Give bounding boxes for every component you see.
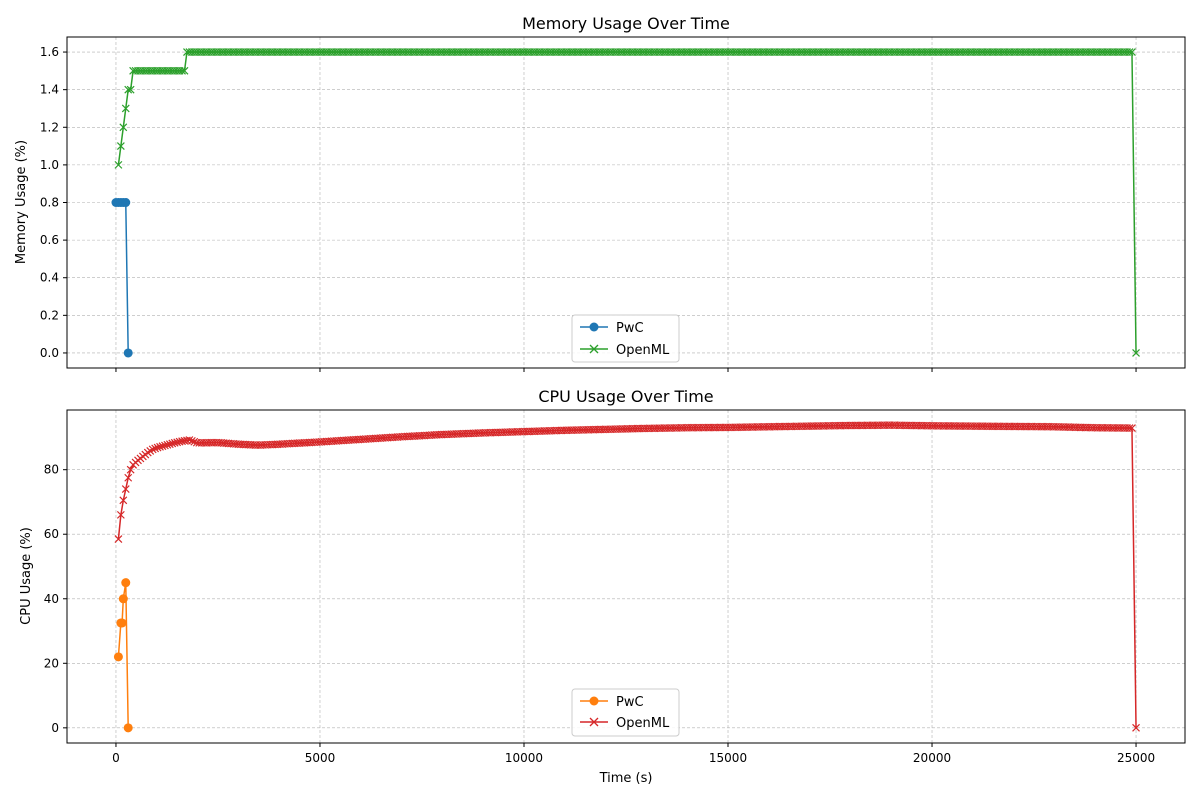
memory-y-tick-label: 1.4 <box>40 83 59 97</box>
cpu-y-tick-label: 20 <box>44 656 59 670</box>
cpu-openml-point <box>1132 723 1140 732</box>
cpu-openml-point <box>161 441 169 450</box>
cpu-openml-point <box>1125 424 1134 432</box>
memory-y-tick-label: 1.2 <box>40 120 59 134</box>
cpu-openml-point <box>163 440 172 449</box>
cpu-x-tick-label: 20000 <box>913 751 951 765</box>
cpu-y-tick-label: 0 <box>51 721 59 735</box>
cpu-y-tick-label: 40 <box>44 592 59 606</box>
cpu-x-ticks: 0 5000 10000 15000 20000 25000 <box>112 743 1155 765</box>
memory-openml-point <box>178 66 186 75</box>
cpu-openml-point <box>148 445 157 454</box>
memory-y-tick-label: 1.0 <box>40 158 59 172</box>
cpu-openml-point <box>116 510 125 519</box>
memory-openml-point <box>114 160 123 169</box>
memory-legend-marker-openml <box>589 344 599 354</box>
memory-series-layer <box>111 48 1140 358</box>
cpu-axes-frame <box>66 409 1186 744</box>
memory-openml-point <box>180 66 189 75</box>
memory-y-tick-label: 0.8 <box>40 196 59 210</box>
cpu-openml-point <box>173 438 182 447</box>
cpu-x-tick-label: 0 <box>112 751 120 765</box>
memory-legend: PwC OpenML <box>571 314 680 363</box>
cpu-y-tick-label: 80 <box>44 463 59 477</box>
cpu-openml-point <box>1128 424 1136 432</box>
cpu-openml-point <box>151 444 160 453</box>
cpu-legend: PwC OpenML <box>571 688 680 737</box>
memory-pwc-point <box>121 198 131 207</box>
memory-panel: Memory Usage Over Time 0.0 0.2 0.4 0.6 0.8 1.… <box>14 14 1186 372</box>
memory-legend-label-openml: OpenML <box>616 343 670 358</box>
cpu-pwc-point <box>113 652 123 662</box>
memory-openml-point <box>1132 349 1140 357</box>
memory-openml-point <box>1128 48 1136 56</box>
cpu-x-tick-label: 5000 <box>305 751 336 765</box>
memory-y-tick-label: 0.4 <box>40 271 59 285</box>
memory-y-axis-label: Memory Usage (%) <box>14 140 29 264</box>
cpu-x-axis-label: Time (s) <box>599 771 653 786</box>
cpu-openml-point <box>124 473 133 482</box>
memory-openml-point <box>126 85 135 94</box>
cpu-pwc-point <box>123 723 133 733</box>
memory-y-tick-label: 0.2 <box>40 308 59 322</box>
memory-y-tick-label: 1.6 <box>40 45 59 59</box>
cpu-x-tick-label: 10000 <box>505 751 543 765</box>
cpu-pwc-line <box>117 581 129 728</box>
cpu-panel: CPU Usage Over Time 0 5000 10000 15000 20000… <box>19 387 1186 786</box>
memory-openml-point <box>124 85 133 94</box>
cpu-openml-point <box>153 443 162 452</box>
cpu-y-tick-label: 60 <box>44 527 59 541</box>
cpu-openml-point <box>170 438 179 447</box>
cpu-legend-label-openml: OpenML <box>616 716 670 731</box>
memory-openml-point <box>1125 48 1134 56</box>
memory-y-tick-label: 0.6 <box>40 233 59 247</box>
cpu-pwc-point <box>118 594 128 604</box>
cpu-y-ticks: 0 20 40 60 80 <box>44 463 67 735</box>
cpu-openml-point <box>158 442 167 451</box>
cpu-pwc-point <box>121 578 131 588</box>
cpu-y-axis-label: CPU Usage (%) <box>19 527 34 625</box>
memory-title: Memory Usage Over Time <box>522 14 730 33</box>
cpu-openml-point <box>168 439 177 448</box>
memory-y-ticks: 0.0 0.2 0.4 0.6 0.8 1.0 1.2 1.4 1.6 <box>40 45 67 360</box>
cpu-legend-marker-pwc <box>589 696 599 706</box>
cpu-pwc-point <box>117 618 127 628</box>
memory-legend-marker-pwc <box>589 322 599 332</box>
cpu-gridlines <box>67 410 1185 743</box>
cpu-openml-point <box>185 436 194 444</box>
cpu-openml-point <box>187 436 196 445</box>
cpu-openml-point <box>114 535 123 543</box>
cpu-legend-marker-openml <box>589 717 599 727</box>
cpu-openml-point <box>119 496 128 505</box>
cpu-x-tick-label: 15000 <box>709 751 747 765</box>
cpu-legend-label-pwc: PwC <box>616 695 644 710</box>
memory-legend-label-pwc: PwC <box>616 321 644 336</box>
cpu-title: CPU Usage Over Time <box>538 387 713 406</box>
memory-y-tick-label: 0.0 <box>40 346 59 360</box>
memory-pwc-point <box>123 348 133 358</box>
cpu-series-layer <box>113 421 1140 733</box>
cpu-openml-point <box>190 437 199 446</box>
cpu-openml-point <box>126 465 135 474</box>
memory-openml-point <box>119 123 128 132</box>
memory-openml-point <box>116 142 125 151</box>
memory-openml-point <box>121 104 130 113</box>
cpu-openml-point <box>121 485 130 493</box>
cpu-openml-point <box>156 442 164 451</box>
cpu-openml-point <box>165 440 174 449</box>
memory-x-ticks <box>115 368 1137 372</box>
cpu-x-tick-label: 25000 <box>1117 751 1155 765</box>
